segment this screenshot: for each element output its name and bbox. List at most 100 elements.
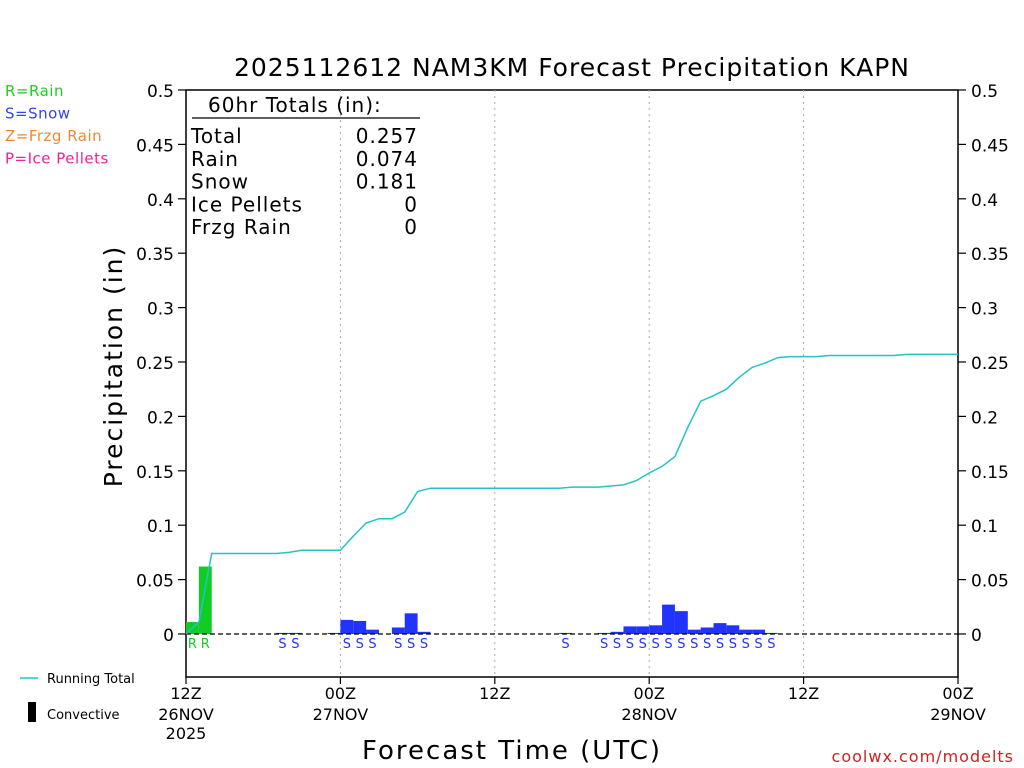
snow-bar xyxy=(417,631,431,634)
precip-type-letter: S xyxy=(613,637,621,652)
precip-type-letter: S xyxy=(368,637,376,652)
y-axis-ticks: 0 00.05 0.050.1 0.10.15 0.150.2 0.20.25 0.250.… xyxy=(136,82,1009,646)
precip-type-letter: R xyxy=(201,637,210,652)
snow-bar xyxy=(662,604,675,634)
y-tick-label-left: 0.3 xyxy=(147,300,174,320)
x-tick-year: 2025 xyxy=(166,724,207,743)
precip-type-letter: S xyxy=(703,637,711,652)
snow-bar xyxy=(726,625,740,634)
y-tick-label-right: 0.15 xyxy=(971,463,1009,483)
precip-type-letter: S xyxy=(291,637,299,652)
x-tick-date: 26NOV xyxy=(158,705,214,724)
snow-bar xyxy=(674,611,688,634)
y-tick-label-right: 0.1 xyxy=(971,517,998,537)
snow-bar xyxy=(636,626,650,634)
y-axis-label: Precipitation (in) xyxy=(99,245,128,488)
totals-row-label: Ice Pellets xyxy=(191,192,303,216)
precip-type-letter: S xyxy=(754,637,762,652)
convective-legend-label: Convective xyxy=(47,708,120,723)
precip-type-letter: S xyxy=(664,637,672,652)
running-total-legend-label: Running Total xyxy=(47,672,135,687)
precip-type-letter: S xyxy=(600,637,608,652)
y-tick-label-right: 0.5 xyxy=(971,82,998,102)
y-tick-label-left: 0 xyxy=(163,626,174,646)
convective-legend-swatch xyxy=(28,702,36,722)
precip-type-letter: S xyxy=(394,637,402,652)
snow-bar xyxy=(353,620,367,634)
snow-bar xyxy=(610,631,624,634)
precip-type-letter: S xyxy=(652,637,660,652)
totals-row-value: 0 xyxy=(404,215,418,239)
precip-type-letter: S xyxy=(677,637,685,652)
precip-type-letter: S xyxy=(742,637,750,652)
y-tick-label-left: 0.5 xyxy=(147,82,174,102)
snow-bar xyxy=(404,613,418,634)
totals-row-label: Frzg Rain xyxy=(191,215,292,239)
precip-type-letter: S xyxy=(767,637,775,652)
totals-header: 60hr Totals (in): xyxy=(208,93,382,117)
totals-row-label: Total xyxy=(190,124,243,148)
precip-type-letter: S xyxy=(343,637,351,652)
snow-bar xyxy=(649,625,663,634)
y-tick-label-left: 0.45 xyxy=(136,136,174,156)
y-tick-label-right: 0.35 xyxy=(971,245,1009,265)
snow-bar xyxy=(366,629,379,634)
y-tick-label-right: 0.05 xyxy=(971,572,1009,592)
y-tick-label-right: 0 xyxy=(971,626,982,646)
snow-bar xyxy=(739,629,753,634)
snow-bar xyxy=(391,627,405,634)
y-tick-label-left: 0.4 xyxy=(147,191,174,211)
precip-type-letter: S xyxy=(561,637,569,652)
y-tick-label-left: 0.15 xyxy=(136,463,174,483)
y-tick-label-left: 0.35 xyxy=(136,245,174,265)
y-tick-label-left: 0.25 xyxy=(136,354,174,374)
y-tick-label-left: 0.05 xyxy=(136,572,174,592)
snow-bar xyxy=(752,629,765,634)
y-tick-label-right: 0.2 xyxy=(971,408,998,428)
credit-text: coolwx.com/modelts xyxy=(832,747,1014,766)
precip-type-letter: S xyxy=(729,637,737,652)
precip-type-letter: S xyxy=(639,637,647,652)
totals-row-value: 0.181 xyxy=(356,170,418,194)
x-tick-label: 00Z xyxy=(942,684,973,703)
x-tick-label: 00Z xyxy=(634,684,665,703)
y-tick-label-right: 0.25 xyxy=(971,354,1009,374)
x-tick-label: 12Z xyxy=(788,684,819,703)
precip-type-letter: S xyxy=(278,637,286,652)
precip-type-legend-item: P=Ice Pellets xyxy=(5,150,109,168)
precip-type-legend-item: R=Rain xyxy=(5,82,64,100)
x-axis-label: Forecast Time (UTC) xyxy=(362,736,662,766)
snow-bar xyxy=(700,627,714,634)
totals-row-value: 0.074 xyxy=(356,147,418,171)
chart-title: 2025112612 NAM3KM Forecast Precipitation… xyxy=(234,53,910,82)
precip-type-legend-item: S=Snow xyxy=(5,105,71,123)
totals-row-value: 0 xyxy=(404,192,418,216)
totals-row-value: 0.257 xyxy=(356,124,418,148)
y-tick-label-right: 0.3 xyxy=(971,300,998,320)
snow-bar xyxy=(340,619,354,634)
totals-row-label: Rain xyxy=(191,147,239,171)
precip-type-letter: S xyxy=(356,637,364,652)
x-tick-date: 29NOV xyxy=(930,705,986,724)
plot-frame xyxy=(185,89,959,678)
precip-type-letter: S xyxy=(690,637,698,652)
precip-type-letter: S xyxy=(626,637,634,652)
y-tick-label-right: 0.45 xyxy=(971,136,1009,156)
precip-type-letter: S xyxy=(716,637,724,652)
x-tick-label: 00Z xyxy=(325,684,356,703)
precip-type-letter: S xyxy=(420,637,428,652)
running-total-line xyxy=(185,353,958,635)
y-tick-label-right: 0.4 xyxy=(971,191,998,211)
gridlines xyxy=(339,90,805,677)
precip-type-legend-item: Z=Frzg Rain xyxy=(5,127,102,145)
totals-box: 60hr Totals (in): Total 0.257 Rain 0.074 Sno… xyxy=(190,93,420,239)
snow-bar xyxy=(687,629,701,634)
snow-bar xyxy=(288,632,302,634)
x-tick-label: 12Z xyxy=(479,684,510,703)
rain-bar xyxy=(198,566,212,634)
precip-type-legend: R=Rain S=Snow Z=Frzg Rain P=Ice Pellets xyxy=(5,82,109,168)
